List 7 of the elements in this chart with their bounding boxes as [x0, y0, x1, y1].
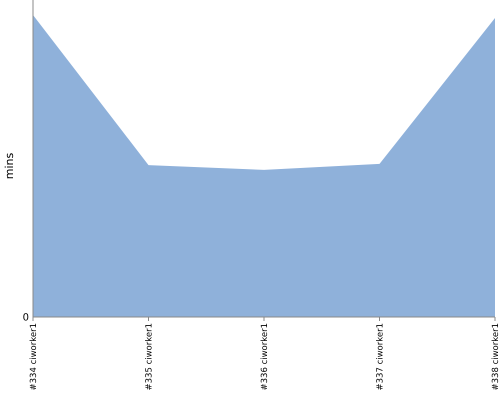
- x-tick-label: #336 ciworker1: [260, 323, 270, 390]
- x-tick-label: #337 ciworker1: [376, 323, 386, 390]
- x-tick-label: #334 ciworker1: [29, 323, 39, 390]
- x-tick-label: #338 ciworker1: [491, 323, 500, 390]
- y-axis-title: mins: [3, 152, 16, 180]
- text: 0: [22, 312, 29, 324]
- x-tick-label: #335 ciworker1: [144, 323, 154, 390]
